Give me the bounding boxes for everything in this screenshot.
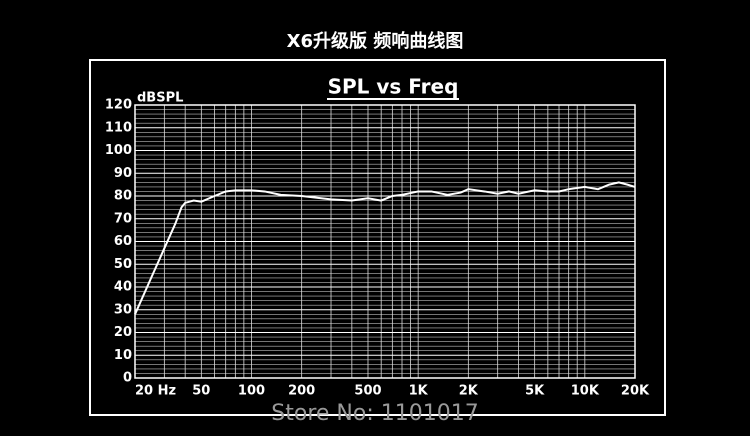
y-tick-label: 110 — [105, 120, 132, 135]
y-tick-label: 10 — [114, 348, 132, 363]
y-tick-label: 60 — [114, 234, 132, 249]
chart-title: SPL vs Freq — [328, 75, 459, 99]
y-tick-label: 40 — [114, 280, 132, 295]
x-tick-label: 5K — [525, 384, 545, 399]
y-axis-label: dBSPL — [137, 91, 183, 106]
y-tick-label: 70 — [114, 211, 132, 226]
plot-border — [134, 104, 636, 379]
y-tick-label: 80 — [114, 189, 132, 204]
x-tick-label: 10K — [571, 384, 600, 399]
y-tick-label: 90 — [114, 166, 132, 181]
x-tick-label: 200 — [288, 384, 315, 399]
x-tick-label: 1K — [409, 384, 429, 399]
x-tick-label: 2K — [459, 384, 479, 399]
x-tick-label: 20K — [621, 384, 650, 399]
x-tick-label: 500 — [354, 384, 381, 399]
frame — [89, 59, 666, 416]
page-title: X6升级版 频响曲线图 — [287, 30, 464, 52]
data-line — [134, 181, 636, 315]
y-tick-label: 30 — [114, 302, 132, 317]
x-tick-label: 100 — [238, 384, 265, 399]
x-tick-label: 50 — [192, 384, 210, 399]
y-tick-label: 0 — [123, 371, 132, 386]
x-tick-label: 20 Hz — [135, 384, 176, 399]
y-tick-label: 100 — [105, 143, 132, 158]
watermark: Store No: 1101017 — [271, 401, 478, 426]
y-tick-label: 50 — [114, 257, 132, 272]
y-tick-label: 120 — [105, 98, 132, 113]
y-tick-label: 20 — [114, 325, 132, 340]
